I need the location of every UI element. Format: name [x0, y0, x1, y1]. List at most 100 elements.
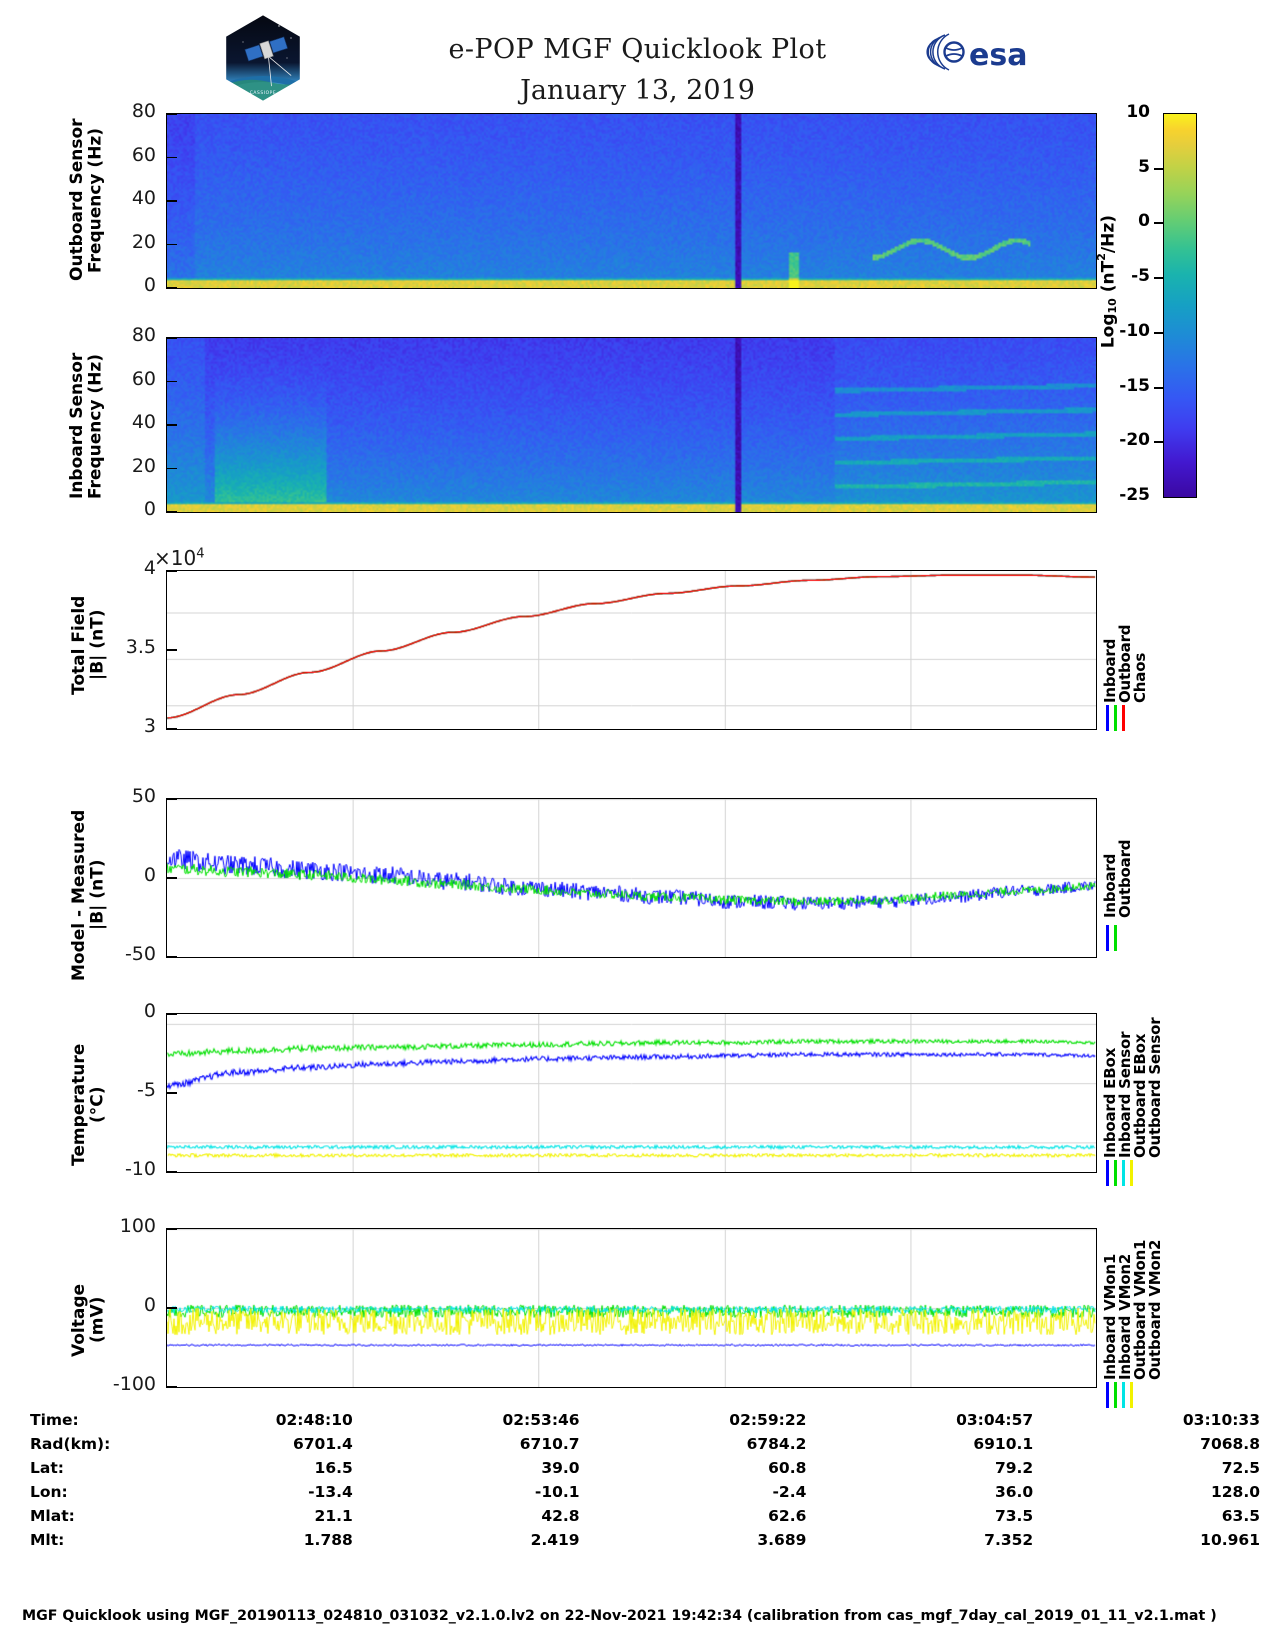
- esa-logo: esa: [925, 30, 1045, 74]
- outboard-spectrogram-axes: [166, 113, 1097, 289]
- ax1-ytick: 0: [143, 274, 156, 296]
- ytick-mark: [167, 467, 177, 470]
- ytick-mark: [167, 877, 177, 879]
- ytick-mark: [167, 1013, 177, 1015]
- temperature-plot: [167, 1014, 1096, 1172]
- table-cell: 02:48:10: [275, 1411, 353, 1429]
- temperature-legend-swatches: [1106, 1160, 1133, 1186]
- table-row: Mlat: 21.1 42.8 62.6 73.5 63.5: [30, 1504, 1260, 1528]
- ytick-mark: [167, 424, 177, 426]
- colorbar-tickmark: [1154, 331, 1163, 334]
- colorbar-tick-5: 5: [1138, 156, 1150, 177]
- ytick-mark: [167, 1386, 177, 1388]
- ax5-ytick: 0: [143, 1000, 156, 1022]
- table-cell: 03:04:57: [956, 1411, 1034, 1429]
- ytick-mark: [167, 1307, 177, 1309]
- table-row: Rad(km): 6701.4 6710.7 6784.2 6910.1 7068.8: [30, 1432, 1260, 1456]
- table-cell: 03:10:33: [1182, 1411, 1260, 1429]
- colorbar-tick-neg25: -25: [1119, 485, 1150, 505]
- model-minus-measured-axes: [166, 798, 1097, 958]
- table-cell: 79.2: [994, 1459, 1034, 1477]
- table-cell: 02:59:22: [729, 1411, 807, 1429]
- colorbar-tickmark: [1154, 222, 1163, 225]
- ax3-ytick: 4: [143, 557, 156, 579]
- ax5-ytick: -5: [137, 1079, 156, 1101]
- legend-label-outboard-vmon2: Outboard VMon2: [1146, 1239, 1164, 1380]
- colorbar-tick-10: 10: [1126, 102, 1150, 122]
- colorbar-tick-neg5: -5: [1131, 266, 1150, 287]
- table-cell: 1.788: [303, 1531, 353, 1549]
- colorbar-tickmark: [1154, 386, 1163, 389]
- table-row-label: Time:: [30, 1411, 79, 1429]
- table-cell: 02:53:46: [502, 1411, 580, 1429]
- ax4-ytick: 50: [131, 785, 156, 807]
- ax6-ytick: 0: [143, 1294, 156, 1316]
- legend-swatch-inboard-ebox: [1106, 1160, 1109, 1186]
- colorbar-tickmark: [1154, 167, 1163, 170]
- voltage-legend: Inboard VMon1 Inboard VMon2 Outboard VMon1…: [1101, 1232, 1164, 1380]
- ytick-mark: [167, 1092, 177, 1094]
- ax5-ytick: -10: [124, 1158, 156, 1180]
- ax4-ytick: 0: [143, 864, 156, 886]
- table-cell: 60.8: [768, 1459, 807, 1477]
- table-row-label: Lat:: [30, 1459, 64, 1477]
- ytick-mark: [167, 243, 177, 246]
- legend-swatch-outboard: [1114, 705, 1117, 731]
- legend-swatch-inboard: [1106, 925, 1109, 951]
- table-cell: 16.5: [314, 1459, 353, 1477]
- table-cell: 6710.7: [519, 1435, 580, 1453]
- exponent-base: ×10: [154, 546, 197, 570]
- colorbar-tickmark: [1154, 277, 1163, 280]
- model-minus-measured-plot: [167, 799, 1096, 957]
- ax2-ytick: 20: [131, 454, 156, 477]
- svg-text:esa: esa: [969, 38, 1027, 73]
- ax3-ytick: 3.5: [125, 636, 156, 658]
- ytick-mark: [167, 287, 177, 289]
- total-field-exponent: ×104: [154, 546, 205, 570]
- colorbar-tick-neg20: -20: [1119, 430, 1150, 451]
- table-cell: 7.352: [984, 1531, 1034, 1549]
- model-minus-measured-legend-swatches: [1106, 925, 1117, 951]
- voltage-legend-swatches: [1106, 1382, 1133, 1408]
- colorbar-tick-neg10: -10: [1119, 320, 1150, 341]
- ax2-ytick: 60: [131, 367, 156, 390]
- voltage-ylabel: Voltage (mV): [69, 1283, 108, 1357]
- table-cell: 6701.4: [292, 1435, 353, 1453]
- table-cell: 39.0: [541, 1459, 580, 1477]
- table-row-label: Mlat:: [30, 1507, 75, 1525]
- ytick-mark: [167, 798, 177, 800]
- legend-swatch-outboard: [1114, 925, 1117, 951]
- ytick-mark: [167, 337, 177, 339]
- colorbar: [1163, 113, 1197, 498]
- ytick-mark: [167, 1171, 177, 1173]
- ytick-mark: [167, 649, 177, 651]
- ax2-ytick: 40: [131, 411, 156, 433]
- ytick-mark: [167, 511, 177, 513]
- voltage-plot: [167, 1229, 1096, 1387]
- table-row: Lat: 16.5 39.0 60.8 79.2 72.5: [30, 1456, 1260, 1480]
- outboard-spectrogram-image: [167, 114, 1096, 288]
- mission-patch-logo: CASSIOPE: [221, 12, 305, 104]
- table-row: Mlt: 1.788 2.419 3.689 7.352 10.961: [30, 1528, 1260, 1552]
- colorbar-tickmark: [1154, 441, 1163, 444]
- svg-text:CASSIOPE: CASSIOPE: [250, 90, 277, 96]
- ytick-mark: [167, 728, 177, 730]
- temperature-legend: Inboard EBox Inboard Sensor Outboard EBox O…: [1101, 1017, 1164, 1158]
- ax2-ytick: 0: [143, 498, 156, 520]
- legend-swatch-inboard-vmon2: [1114, 1382, 1117, 1408]
- table-cell: 72.5: [1221, 1459, 1260, 1477]
- ax1-ytick: 20: [131, 230, 156, 253]
- legend-label-chaos: Chaos: [1131, 652, 1149, 703]
- table-cell: 63.5: [1221, 1507, 1260, 1525]
- ytick-mark: [167, 200, 177, 202]
- total-field-legend: Inboard Outboard Chaos: [1101, 573, 1149, 703]
- total-field-plot: [167, 571, 1096, 729]
- table-cell: 21.1: [314, 1507, 353, 1525]
- table-cell: 62.6: [768, 1507, 807, 1525]
- table-cell: 6784.2: [746, 1435, 807, 1453]
- legend-label-outboard: Outboard: [1116, 839, 1134, 918]
- legend-swatch-chaos: [1122, 705, 1125, 731]
- total-field-axes: [166, 570, 1097, 730]
- page-title: e-POP MGF Quicklook Plot: [448, 34, 827, 65]
- legend-label-outboard-sensor: Outboard Sensor: [1146, 1017, 1164, 1158]
